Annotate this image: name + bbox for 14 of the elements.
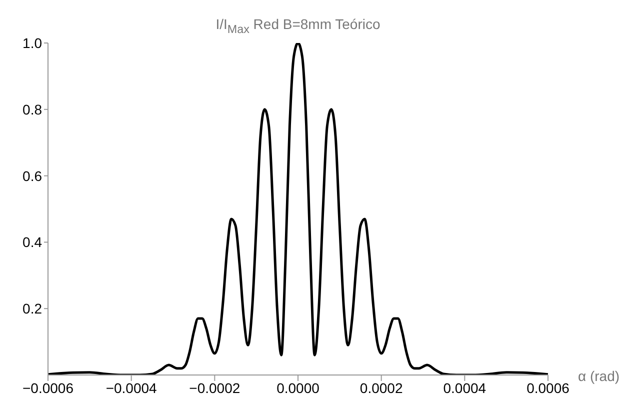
x-tick-label: 0.0002: [360, 380, 403, 396]
x-tick-label: −0.0004: [106, 380, 158, 396]
chart-title: I/I$_{Max}$ Red B=8mm Teórico: [214, 16, 382, 36]
x-tick-label: 0.0000: [276, 380, 320, 396]
x-tick-label: 0.0004: [443, 380, 486, 396]
x-tick-label: −0.0006: [22, 380, 74, 396]
y-tick-label: 0.6: [22, 168, 42, 184]
y-tick-label: 0.4: [22, 234, 42, 250]
x-tick-label: 0.0006: [526, 380, 570, 396]
x-tick-label: −0.0002: [189, 380, 240, 396]
y-tick-label: 1.0: [22, 35, 42, 51]
y-tick-label: 0.8: [22, 101, 42, 118]
y-tick-label: 0.2: [22, 300, 42, 317]
x-axis-title: α (rad): [578, 368, 620, 384]
